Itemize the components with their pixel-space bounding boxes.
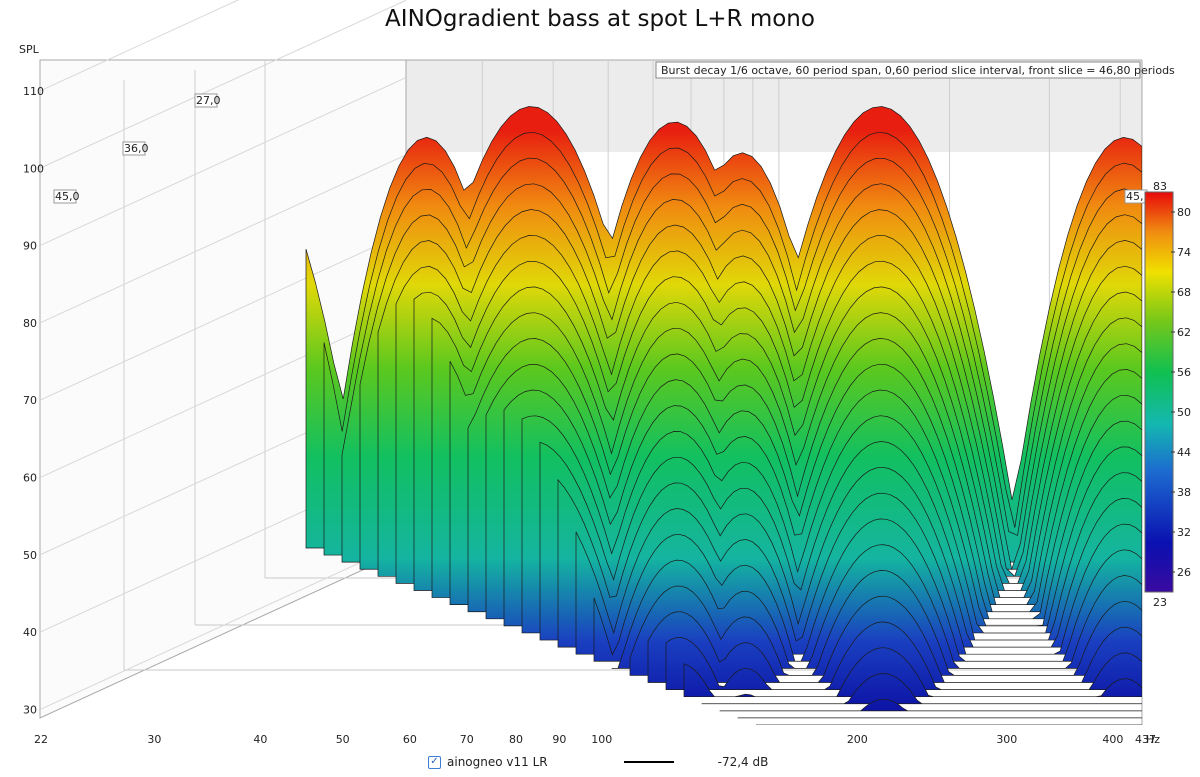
colorbar-max-label: 83 [1153, 180, 1167, 193]
colorbar-tick-label-68: 68 [1177, 286, 1191, 299]
y-tick-label-60: 60 [23, 472, 37, 485]
series-value: -72,4 dB [717, 755, 769, 769]
depth-label-2: 45,0 [55, 190, 80, 203]
y-gridline-90 [39, 77, 407, 247]
y-tick-label-70: 70 [23, 394, 37, 407]
colorbar-tick-label-56: 56 [1177, 366, 1191, 379]
y-tick-label-50: 50 [23, 549, 37, 562]
colorbar-scale [1144, 191, 1174, 593]
y-gridline-30 [39, 541, 407, 710]
waterfall-slice [719, 698, 1142, 712]
y-tick-label-110: 110 [23, 85, 44, 98]
waterfall-slice [683, 647, 1142, 698]
depth-label-box [194, 93, 218, 108]
colorbar-min-label: 23 [1153, 596, 1167, 609]
x-tick-label-100: 100 [591, 733, 612, 746]
depth-label-0: 27,0 [196, 94, 221, 107]
y-tick-label-100: 100 [23, 162, 44, 175]
colorbar-tick-label-26: 26 [1177, 566, 1191, 579]
y-gridline-80 [39, 154, 407, 324]
x-tick-label-60: 60 [403, 733, 417, 746]
y-gridline-60 [39, 309, 407, 479]
x-tick-label-22: 22 [34, 733, 48, 746]
colorbar-tick-label-44: 44 [1177, 446, 1191, 459]
waterfall-surface [305, 106, 1142, 725]
x-tick-label-90: 90 [552, 733, 566, 746]
x-tick-label-200: 200 [847, 733, 868, 746]
x-tick-label-80: 80 [509, 733, 523, 746]
depth-label-3: 45, [1126, 190, 1144, 203]
depth-label-box [122, 141, 146, 156]
y-tick-label-90: 90 [23, 240, 37, 253]
colorbar-tick-label-62: 62 [1177, 326, 1191, 339]
y-axis-label: SPL [19, 43, 40, 56]
colorbar-tick-label-50: 50 [1177, 406, 1191, 419]
x-tick-label-40: 40 [253, 733, 267, 746]
info-text: Burst decay 1/6 octave, 60 period span, … [661, 64, 1175, 77]
colorbar-tick-label-32: 32 [1177, 526, 1191, 539]
series-checkbox[interactable]: ✓ [428, 755, 441, 769]
waterfall-slice [665, 621, 1142, 690]
colorbar: 83 23 26 32 38 44 50 56 62 68 74 80 [1144, 180, 1191, 609]
x-tick-label-50: 50 [336, 733, 350, 746]
x-tick-label-437: 437 [1135, 733, 1156, 746]
y-tick-label-30: 30 [23, 704, 37, 717]
x-tick-label-30: 30 [147, 733, 161, 746]
info-box: Burst decay 1/6 octave, 60 period span, … [655, 61, 1175, 79]
series-line-sample [623, 761, 674, 763]
series-name: ainogneo v11 LR [447, 755, 548, 769]
y-gridline-70 [39, 231, 407, 401]
y-gridline-110 [39, 0, 240, 92]
x-unit-label: Hz [1146, 733, 1160, 746]
chart-title: AINOgradient bass at spot L+R mono [385, 6, 815, 32]
x-tick-label-300: 300 [996, 733, 1017, 746]
x-tick-label-400: 400 [1102, 733, 1123, 746]
y-tick-label-40: 40 [23, 626, 37, 639]
y-tick-label-80: 80 [23, 317, 37, 330]
colorbar-tick-label-74: 74 [1177, 246, 1191, 259]
back-wall [406, 60, 1142, 152]
x-tick-label-70: 70 [460, 733, 474, 746]
y-gridline-100 [39, 0, 407, 169]
depth-label-1: 36,0 [124, 142, 149, 155]
colorbar-tick-label-80: 80 [1177, 206, 1191, 219]
waterfall-slice [701, 673, 1142, 705]
colorbar-tick-label-38: 38 [1177, 486, 1191, 499]
depth-label-box [53, 189, 77, 204]
legend: ✓ ainogneo v11 LR -72,4 dB [428, 753, 768, 771]
